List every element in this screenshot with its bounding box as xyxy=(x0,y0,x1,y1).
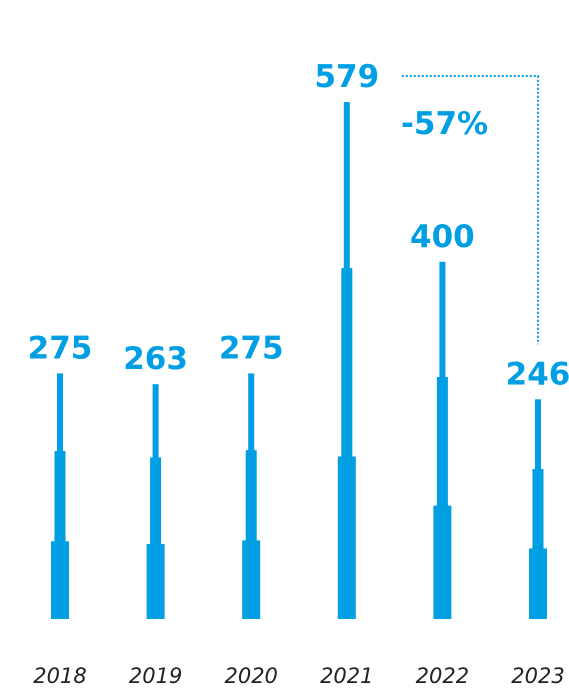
bar-medium-segment-2020 xyxy=(245,450,257,619)
year-label-2018: 2018 xyxy=(33,664,86,688)
bar-wide-segment-2020 xyxy=(242,540,261,619)
bar-medium-segment-2023 xyxy=(532,469,544,619)
value-labels-group: 275 263 275 579 400 246 xyxy=(28,59,569,392)
year-label-2019: 2019 xyxy=(129,664,182,688)
bar-wide-segment-2023 xyxy=(529,548,547,619)
bars-group xyxy=(51,102,547,619)
change-annotation: -57% xyxy=(401,106,488,142)
value-label-2020: 275 xyxy=(219,330,284,366)
bar-medium-segment-2018 xyxy=(54,451,66,619)
bar-wide-segment-2021 xyxy=(337,456,356,619)
year-label-2021: 2021 xyxy=(320,664,373,688)
bar-wide-segment-2018 xyxy=(51,541,69,619)
year-label-2022: 2022 xyxy=(416,664,469,688)
change-bracket xyxy=(401,75,539,345)
value-label-2022: 400 xyxy=(410,219,475,255)
bar-wide-segment-2019 xyxy=(146,544,165,619)
bar-wide-segment-2022 xyxy=(433,505,452,619)
value-label-2021: 579 xyxy=(314,59,379,95)
value-label-2018: 275 xyxy=(28,330,93,366)
year-labels-group: 2018 2019 2020 2021 2022 2023 xyxy=(33,664,564,688)
bar-medium-segment-2022 xyxy=(436,377,448,619)
year-label-2023: 2023 xyxy=(511,664,564,688)
bar-medium-segment-2021 xyxy=(341,268,353,619)
value-label-2019: 263 xyxy=(123,341,188,377)
bar-medium-segment-2019 xyxy=(150,457,162,619)
year-label-2020: 2020 xyxy=(224,664,277,688)
value-label-2023: 246 xyxy=(506,356,569,392)
